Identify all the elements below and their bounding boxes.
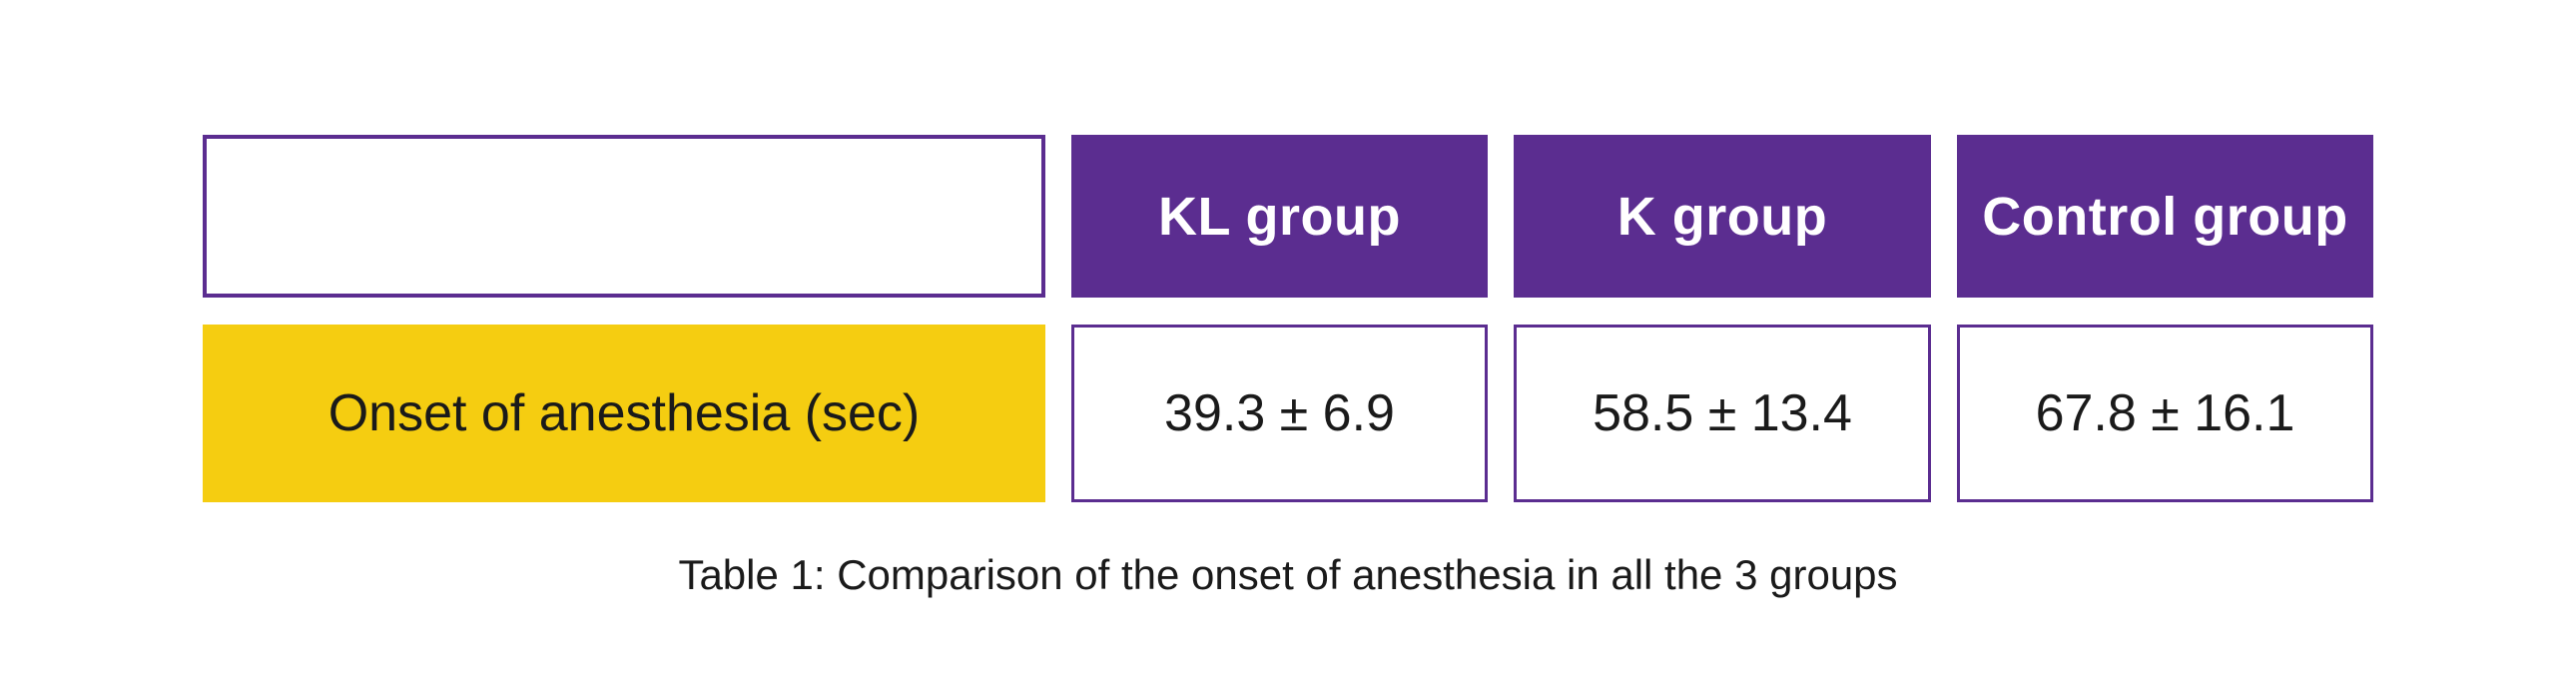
column-header-control-group: Control group (1957, 135, 2373, 298)
comparison-table: KL group K group Control group Onset of … (203, 135, 2373, 502)
value-cell-k-group: 58.5 ± 13.4 (1514, 325, 1931, 502)
corner-empty-cell (203, 135, 1045, 298)
row-label-onset-of-anesthesia: Onset of anesthesia (sec) (203, 325, 1045, 502)
table-caption: Table 1: Comparison of the onset of anes… (678, 551, 1898, 598)
value-cell-control-group: 67.8 ± 16.1 (1957, 325, 2373, 502)
value-cell-kl-group: 39.3 ± 6.9 (1071, 325, 1488, 502)
column-header-kl-group: KL group (1071, 135, 1488, 298)
column-header-k-group: K group (1514, 135, 1931, 298)
